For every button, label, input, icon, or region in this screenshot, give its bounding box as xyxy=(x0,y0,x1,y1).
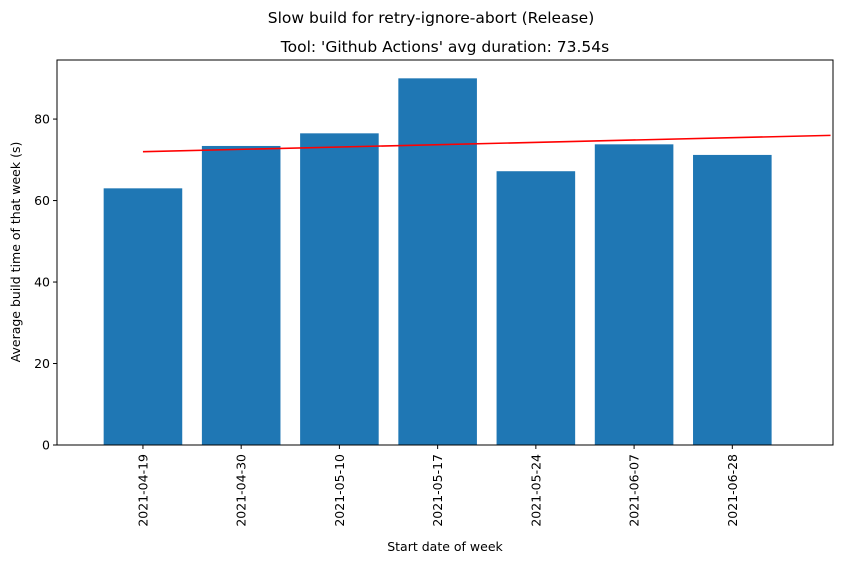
y-tick-label-60: 60 xyxy=(34,193,50,208)
x-tick-label-2021-06-07: 2021-06-07 xyxy=(627,454,642,527)
y-axis-label: Average build time of that week (s) xyxy=(8,142,23,363)
bar-2021-05-10 xyxy=(300,133,379,446)
x-tick-label-2021-05-17: 2021-05-17 xyxy=(430,454,445,527)
y-tick-label-80: 80 xyxy=(34,112,50,127)
x-tick-label-2021-06-28: 2021-06-28 xyxy=(725,454,740,527)
axes-frame xyxy=(56,59,834,446)
bar-2021-06-28 xyxy=(693,154,772,446)
x-axis-label: Start date of week xyxy=(387,539,503,554)
bar-2021-05-17 xyxy=(398,78,477,445)
y-tick-label-0: 0 xyxy=(42,438,50,453)
x-tick-label-2021-04-19: 2021-04-19 xyxy=(135,454,150,527)
bar-2021-06-07 xyxy=(594,144,674,446)
trend-line xyxy=(142,134,831,153)
bar-2021-05-24 xyxy=(496,171,576,445)
chart-suptitle: Slow build for retry-ignore-abort (Relea… xyxy=(268,9,595,27)
x-tick-label-2021-05-24: 2021-05-24 xyxy=(528,454,543,527)
x-tick-label-2021-04-30: 2021-04-30 xyxy=(234,454,249,527)
chart-title: Tool: 'Github Actions' avg duration: 73.… xyxy=(280,38,609,56)
plot-area: 0 20 40 60 80 2021-04-19 2021-04-30 2021-05-10 2… xyxy=(34,59,834,527)
x-tick-label-2021-05-10: 2021-05-10 xyxy=(332,454,347,527)
y-tick-label-20: 20 xyxy=(34,356,50,371)
bar-2021-04-30 xyxy=(201,145,281,446)
y-tick-label-40: 40 xyxy=(34,275,50,290)
bar-2021-04-19 xyxy=(103,188,183,446)
